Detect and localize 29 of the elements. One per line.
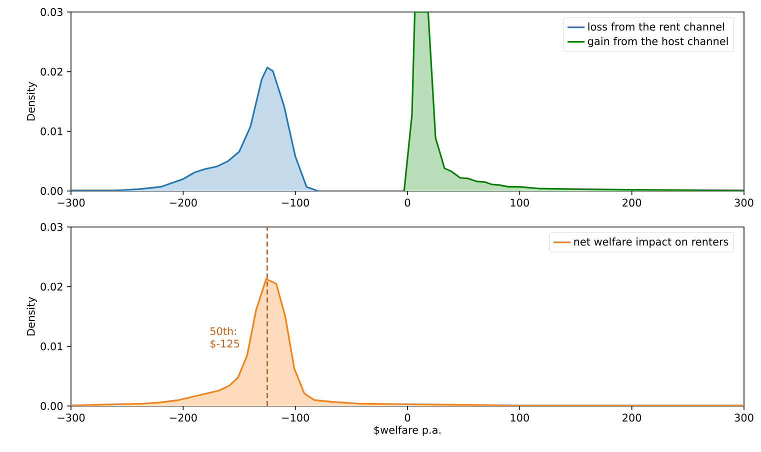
x-tick-label: 0 xyxy=(404,414,410,422)
x-tick-label: 100 xyxy=(510,414,529,422)
y-tick-label: 0.03 xyxy=(40,223,62,231)
y-tick-label: 0.00 xyxy=(40,187,63,195)
y-axis-title: Density xyxy=(26,296,37,336)
legend-label: gain from the host channel xyxy=(588,37,728,48)
x-tick-label: 200 xyxy=(622,414,642,422)
x-tick-label: 100 xyxy=(510,198,529,207)
y-tick-label: 0.01 xyxy=(40,342,62,350)
x-tick-label: −100 xyxy=(282,198,309,207)
x-tick-label: −300 xyxy=(58,414,85,422)
x-tick-label: 200 xyxy=(622,198,642,207)
y-axis-title: Density xyxy=(26,82,37,120)
x-tick-label: −300 xyxy=(58,198,85,207)
y-tick-label: 0.01 xyxy=(40,127,62,136)
x-tick-label: −200 xyxy=(170,414,197,422)
y-tick-label: 0.02 xyxy=(40,282,62,291)
y-tick-label: 0.03 xyxy=(40,8,62,16)
x-tick-label: 0 xyxy=(404,198,410,207)
legend-label: loss from the rent channel xyxy=(588,22,724,31)
x-tick-label: 300 xyxy=(734,414,754,422)
x-tick-label: −200 xyxy=(170,198,197,207)
legend-label: net welfare impact on renters xyxy=(574,238,728,248)
x-tick-label: −100 xyxy=(282,414,309,422)
ref-line-label: 50th: $-125 xyxy=(210,327,240,349)
y-tick-label: 0.02 xyxy=(40,68,62,76)
x-tick-label: 300 xyxy=(734,198,754,207)
x-axis-title: $welfare p.a. xyxy=(374,426,440,436)
y-tick-label: 0.00 xyxy=(40,402,63,410)
